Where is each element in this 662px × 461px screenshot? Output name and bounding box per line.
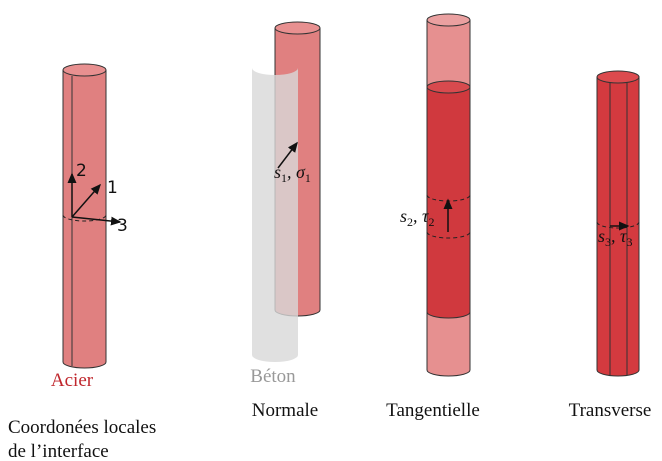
caption: Normale bbox=[252, 400, 318, 421]
axis-label: 2 bbox=[76, 161, 87, 181]
steel-bar bbox=[62, 63, 107, 369]
axis-label: 3 bbox=[117, 216, 128, 236]
stress-label: s1, σ1 bbox=[274, 162, 311, 185]
caption: Tangentielle bbox=[386, 400, 480, 421]
material-label: Béton bbox=[250, 366, 296, 387]
arrow bbox=[277, 141, 298, 169]
steel-bar bbox=[426, 13, 471, 377]
steel-bar bbox=[596, 70, 640, 377]
caption: Transverse bbox=[569, 400, 652, 421]
concrete-shell bbox=[252, 68, 298, 362]
caption: Coordonées locales bbox=[8, 417, 156, 438]
stress-label: s2, τ2 bbox=[400, 206, 434, 229]
material-label: Acier bbox=[51, 370, 94, 391]
caption: de l’interface bbox=[8, 441, 109, 461]
stress-label: s3, τ3 bbox=[598, 226, 632, 249]
local-axes: 2 1 3 bbox=[67, 161, 128, 236]
axis-label: 1 bbox=[107, 178, 118, 198]
